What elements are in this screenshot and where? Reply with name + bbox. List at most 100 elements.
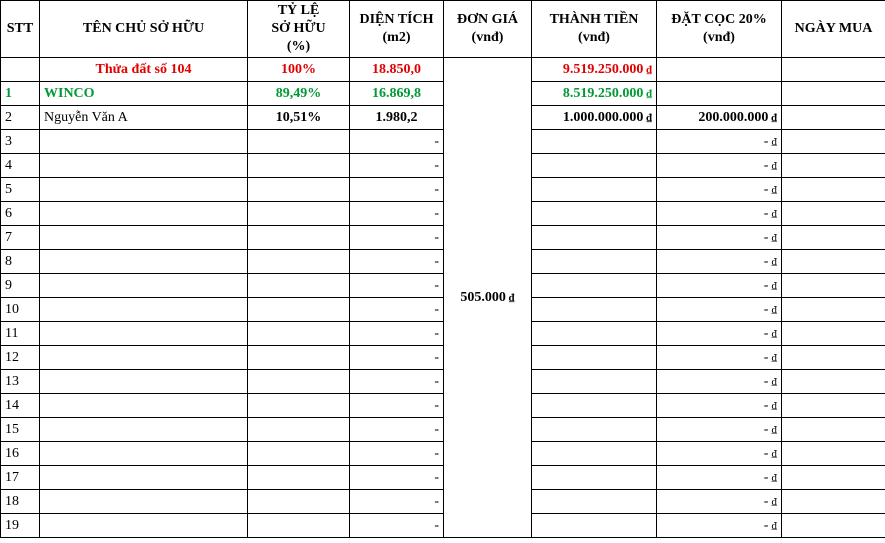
owner-name-cell[interactable]: Nguyễn Văn A (39, 105, 248, 130)
ratio-cell[interactable] (247, 129, 350, 154)
ratio-cell[interactable] (247, 201, 350, 226)
stt-cell[interactable]: 11 (0, 321, 40, 346)
stt-cell[interactable]: 9 (0, 273, 40, 298)
owner-name-cell[interactable] (39, 225, 248, 250)
purchase-date-cell[interactable] (781, 489, 885, 514)
purchase-date-cell[interactable] (781, 441, 885, 466)
area-cell[interactable]: - (349, 513, 444, 538)
stt-cell[interactable]: 4 (0, 153, 40, 178)
stt-cell[interactable]: 15 (0, 417, 40, 442)
purchase-date-cell[interactable] (781, 81, 885, 106)
ratio-cell[interactable] (247, 489, 350, 514)
stt-cell[interactable]: 17 (0, 465, 40, 490)
deposit-cell[interactable]: - ₫ (656, 321, 782, 346)
total-amount-cell[interactable] (531, 513, 657, 538)
area-cell[interactable]: - (349, 489, 444, 514)
deposit-cell[interactable]: - ₫ (656, 273, 782, 298)
total-area-cell[interactable]: 18.850,0 (349, 57, 444, 82)
area-cell[interactable]: - (349, 273, 444, 298)
deposit-cell[interactable]: - ₫ (656, 249, 782, 274)
ratio-cell[interactable] (247, 417, 350, 442)
area-cell[interactable]: - (349, 369, 444, 394)
stt-cell[interactable]: 3 (0, 129, 40, 154)
ratio-cell[interactable]: 10,51% (247, 105, 350, 130)
owner-name-cell[interactable] (39, 417, 248, 442)
ratio-cell[interactable] (247, 249, 350, 274)
total-stt-cell[interactable] (0, 57, 40, 82)
ratio-cell[interactable] (247, 225, 350, 250)
total-amount-cell[interactable] (531, 465, 657, 490)
deposit-cell[interactable]: - ₫ (656, 393, 782, 418)
stt-cell[interactable]: 13 (0, 369, 40, 394)
area-cell[interactable]: 1.980,2 (349, 105, 444, 130)
purchase-date-cell[interactable] (781, 177, 885, 202)
unit-price-cell[interactable]: 505.000 ₫ (443, 57, 532, 538)
total-amount-cell[interactable] (531, 321, 657, 346)
stt-cell[interactable]: 16 (0, 441, 40, 466)
owner-name-cell[interactable] (39, 201, 248, 226)
deposit-cell[interactable]: - ₫ (656, 465, 782, 490)
owner-name-cell[interactable] (39, 369, 248, 394)
ratio-cell[interactable] (247, 345, 350, 370)
stt-cell[interactable]: 2 (0, 105, 40, 130)
ratio-cell[interactable]: 89,49% (247, 81, 350, 106)
stt-cell[interactable]: 7 (0, 225, 40, 250)
total-date-cell[interactable] (781, 57, 885, 82)
total-amount-cell[interactable] (531, 441, 657, 466)
deposit-cell[interactable]: - ₫ (656, 201, 782, 226)
stt-cell[interactable]: 1 (0, 81, 40, 106)
total-amount-cell[interactable] (531, 225, 657, 250)
ratio-cell[interactable] (247, 369, 350, 394)
purchase-date-cell[interactable] (781, 393, 885, 418)
owner-name-cell[interactable] (39, 489, 248, 514)
area-cell[interactable]: - (349, 177, 444, 202)
total-amount-cell[interactable]: 9.519.250.000 ₫ (531, 57, 657, 82)
deposit-cell[interactable]: - ₫ (656, 153, 782, 178)
purchase-date-cell[interactable] (781, 249, 885, 274)
purchase-date-cell[interactable] (781, 153, 885, 178)
stt-cell[interactable]: 18 (0, 489, 40, 514)
deposit-cell[interactable] (656, 81, 782, 106)
total-amount-cell[interactable] (531, 393, 657, 418)
ratio-cell[interactable] (247, 177, 350, 202)
stt-cell[interactable]: 8 (0, 249, 40, 274)
ratio-cell[interactable] (247, 321, 350, 346)
ratio-cell[interactable] (247, 273, 350, 298)
area-cell[interactable]: - (349, 129, 444, 154)
ratio-cell[interactable] (247, 465, 350, 490)
owner-name-cell[interactable] (39, 345, 248, 370)
total-amount-cell[interactable]: 1.000.000.000 ₫ (531, 105, 657, 130)
area-cell[interactable]: - (349, 249, 444, 274)
total-amount-cell[interactable] (531, 273, 657, 298)
purchase-date-cell[interactable] (781, 105, 885, 130)
deposit-cell[interactable]: - ₫ (656, 129, 782, 154)
total-amount-cell[interactable] (531, 201, 657, 226)
purchase-date-cell[interactable] (781, 297, 885, 322)
owner-name-cell[interactable] (39, 465, 248, 490)
area-cell[interactable]: - (349, 321, 444, 346)
deposit-cell[interactable]: - ₫ (656, 225, 782, 250)
total-deposit-cell[interactable] (656, 57, 782, 82)
total-amount-cell[interactable] (531, 177, 657, 202)
ratio-cell[interactable] (247, 297, 350, 322)
purchase-date-cell[interactable] (781, 129, 885, 154)
area-cell[interactable]: - (349, 417, 444, 442)
ratio-cell[interactable] (247, 393, 350, 418)
total-amount-cell[interactable]: 8.519.250.000 ₫ (531, 81, 657, 106)
area-cell[interactable]: - (349, 225, 444, 250)
stt-cell[interactable]: 5 (0, 177, 40, 202)
owner-name-cell[interactable] (39, 321, 248, 346)
deposit-cell[interactable]: - ₫ (656, 441, 782, 466)
owner-name-cell[interactable] (39, 177, 248, 202)
purchase-date-cell[interactable] (781, 321, 885, 346)
purchase-date-cell[interactable] (781, 201, 885, 226)
owner-name-cell[interactable]: WINCO (39, 81, 248, 106)
purchase-date-cell[interactable] (781, 369, 885, 394)
purchase-date-cell[interactable] (781, 513, 885, 538)
owner-name-cell[interactable] (39, 297, 248, 322)
total-amount-cell[interactable] (531, 249, 657, 274)
deposit-cell[interactable]: - ₫ (656, 513, 782, 538)
purchase-date-cell[interactable] (781, 345, 885, 370)
total-ratio-cell[interactable]: 100% (247, 57, 350, 82)
total-amount-cell[interactable] (531, 369, 657, 394)
